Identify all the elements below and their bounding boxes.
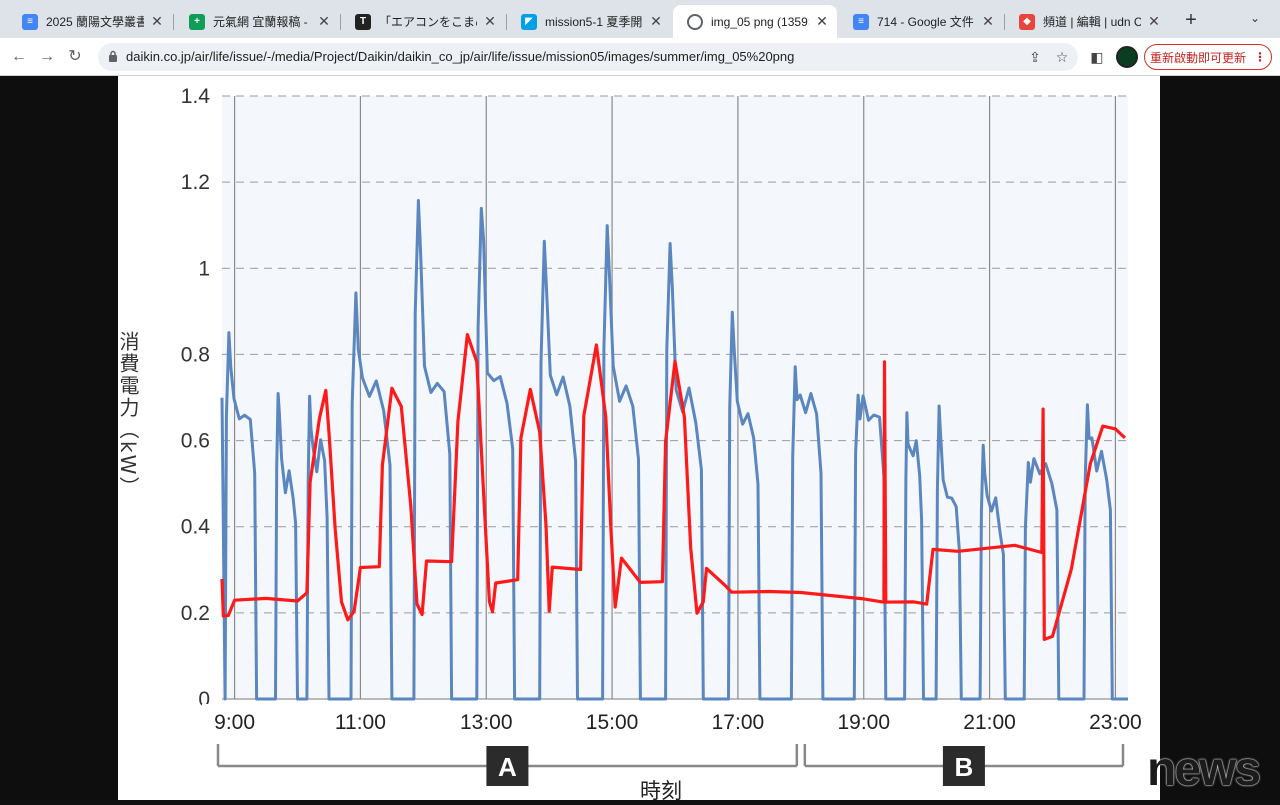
daikin-icon: ◤: [521, 13, 537, 30]
itmedia-icon: T: [355, 13, 371, 30]
tab-5[interactable]: img_05 png (1359×9 ✕: [673, 5, 837, 38]
tab-title: 「エアコンをこまめに: [379, 15, 477, 29]
tab-6[interactable]: ≡ 714 - Google 文件 ✕: [839, 5, 1003, 38]
google-docs-icon: ≡: [853, 13, 869, 30]
tab-2[interactable]: + 元氣網 宜蘭報稿 - Goo ✕: [175, 5, 339, 38]
browser-toolbar: ← → ↻ daikin.co.jp/air/life/issue/-/medi…: [0, 38, 1280, 76]
page-viewport: 0 0.2 0.4 0.6 0.8 1 1.2 1.4 9:00 11:00 13:00 15:00 1…: [0, 76, 1280, 803]
watermark: news: [1147, 743, 1261, 796]
section-label: A: [498, 752, 517, 782]
y-tick-label: 1.4: [181, 85, 211, 108]
udn-icon: ◆: [1019, 13, 1035, 30]
tab-separator: [340, 14, 341, 30]
x-tick-band: [202, 704, 1160, 738]
y-tick-label: 0.6: [181, 430, 210, 453]
tab-separator: [173, 14, 174, 30]
forward-arrow-icon[interactable]: →: [39, 48, 55, 65]
update-button[interactable]: 重新啟動即可更新 ⋮: [1144, 44, 1272, 70]
x-tick-label: 23:00: [1089, 711, 1142, 734]
tab-title: 2025 蘭陽文學叢書 徵: [46, 15, 144, 29]
url-text: daikin.co.jp/air/life/issue/-/media/Proj…: [126, 49, 795, 64]
tab-7[interactable]: ◆ 頻道 | 編輯 | udn CMS ✕: [1005, 5, 1169, 38]
globe-icon: [687, 13, 703, 30]
x-tick-label: 15:00: [586, 711, 639, 734]
x-tick-label: 9:00: [214, 711, 255, 734]
close-tab-icon[interactable]: ✕: [982, 13, 994, 29]
section-label-box: [486, 746, 529, 786]
plot-background: [222, 96, 1128, 699]
tab-separator: [506, 14, 507, 30]
y-tick-label: 1.2: [181, 171, 210, 194]
close-tab-icon[interactable]: ✕: [1148, 13, 1160, 29]
update-label: 重新啟動即可更新: [1149, 50, 1246, 65]
x-tick-label: 11:00: [335, 711, 386, 734]
x-axis-label: 時刻: [640, 779, 682, 800]
close-tab-icon[interactable]: ✕: [650, 13, 662, 29]
y-tick-label: 0.4: [181, 516, 211, 539]
y-tick-label: 0: [198, 688, 210, 711]
tab-title: 頻道 | 編輯 | udn CMS: [1043, 15, 1141, 29]
x-tick-label: 19:00: [837, 711, 890, 734]
tab-search-chevron-down-icon[interactable]: ⌄: [1250, 11, 1261, 25]
tab-title: mission5-1 夏季開空調: [545, 15, 643, 29]
browser-tab-bar: ≡ 2025 蘭陽文學叢書 徵 ✕ + 元氣網 宜蘭報稿 - Goo ✕ T 「エアコンをこま…: [0, 0, 1280, 38]
x-tick-label: 13:00: [460, 711, 513, 734]
x-tick-label: 17:00: [712, 711, 765, 734]
tab-title: 元氣網 宜蘭報稿 - Goo: [213, 15, 311, 29]
lock-icon: [109, 50, 117, 62]
close-tab-icon[interactable]: ✕: [484, 13, 496, 29]
more-vert-icon: ⋮: [1254, 50, 1266, 64]
tab-1[interactable]: ≡ 2025 蘭陽文學叢書 徵 ✕: [8, 5, 172, 38]
section-label-box: [942, 746, 985, 786]
section-label: B: [955, 752, 974, 782]
tab-4[interactable]: ◤ mission5-1 夏季開空調 ✕: [507, 5, 671, 38]
y-tick-label: 0.8: [181, 343, 210, 366]
tab-title: img_05 png (1359×9: [711, 14, 809, 29]
new-tab-button[interactable]: +: [1185, 9, 1197, 31]
side-panel-icon[interactable]: ◧: [1090, 49, 1104, 65]
y-tick-label: 0.2: [181, 602, 210, 625]
series-red-line: [220, 333, 1127, 641]
tab-separator: [1004, 14, 1005, 30]
tab-title: 714 - Google 文件: [877, 15, 974, 29]
close-tab-icon[interactable]: ✕: [151, 13, 163, 29]
reload-icon[interactable]: ↻: [68, 48, 82, 65]
tab-3[interactable]: T 「エアコンをこまめに ✕: [341, 5, 505, 38]
y-axis-label: 消費電力（kW）: [118, 331, 140, 499]
google-sheets-icon: +: [189, 13, 205, 30]
back-arrow-icon[interactable]: ←: [11, 48, 27, 65]
close-tab-icon[interactable]: ✕: [816, 13, 828, 29]
series-blue-line: [220, 199, 1128, 701]
y-tick-label: 1: [198, 257, 210, 280]
close-tab-icon[interactable]: ✕: [318, 13, 330, 29]
bookmark-star-icon[interactable]: ☆: [1055, 49, 1069, 65]
google-docs-icon: ≡: [22, 13, 38, 30]
x-tick-label: 21:00: [963, 711, 1016, 734]
chart-image: 0 0.2 0.4 0.6 0.8 1 1.2 1.4 9:00 11:00 13:00 15:00 1…: [116, 76, 1160, 803]
share-icon[interactable]: ⇪: [1029, 49, 1041, 65]
profile-avatar[interactable]: [1116, 46, 1138, 68]
power-consumption-chart: 0 0.2 0.4 0.6 0.8 1 1.2 1.4 9:00 11:00 13:00 15:00 1…: [116, 85, 1160, 803]
address-bar[interactable]: daikin.co.jp/air/life/issue/-/media/Proj…: [98, 43, 1078, 71]
